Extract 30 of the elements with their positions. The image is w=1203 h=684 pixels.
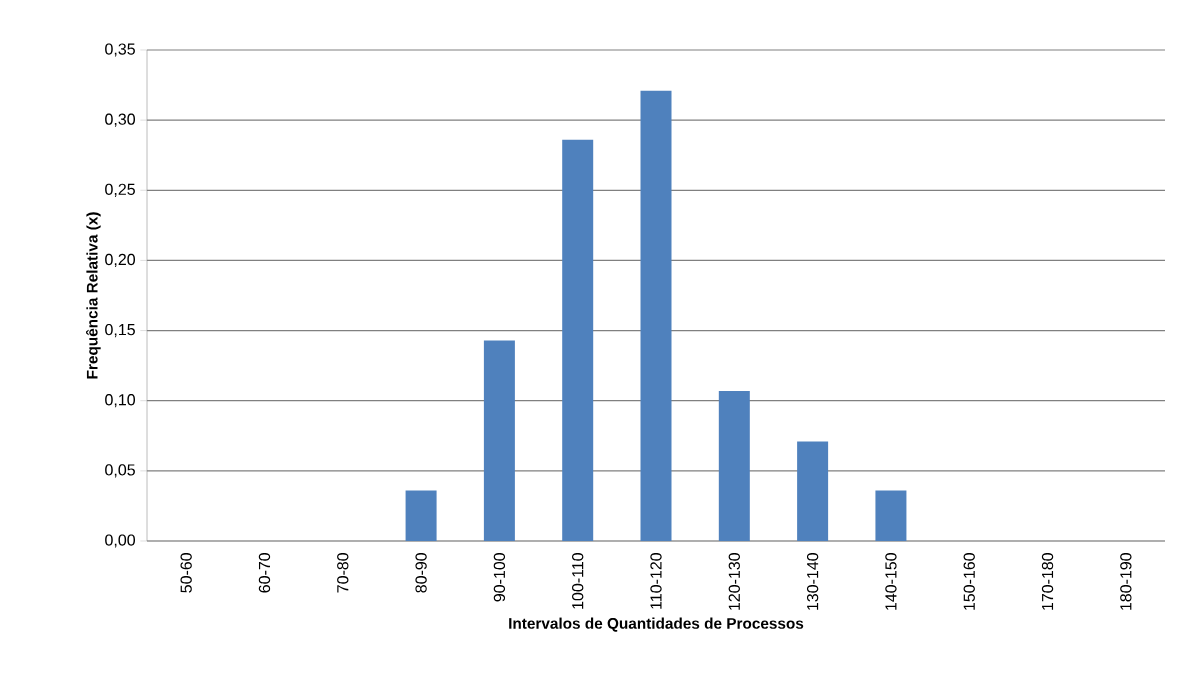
bar <box>797 441 829 541</box>
x-tick-label: 130-140 <box>806 553 819 610</box>
x-tick-label: 60-70 <box>258 552 271 593</box>
bar <box>875 490 907 541</box>
x-tick-label: 180-190 <box>1120 553 1132 610</box>
bar <box>640 90 672 541</box>
y-tick-label: 0,30 <box>105 113 136 127</box>
bar <box>718 390 750 541</box>
x-tick-label: 140-150 <box>885 553 897 610</box>
bar <box>562 139 594 541</box>
x-tick-label: 120-130 <box>728 553 740 610</box>
x-tick-label: 50-60 <box>180 552 192 593</box>
y-axis-title: Frequência Relativa (x) <box>86 212 101 379</box>
y-tick-label: 0,25 <box>105 183 135 197</box>
y-tick-label: 0,05 <box>105 464 135 478</box>
y-tick-label: 0,20 <box>105 253 136 268</box>
x-tick-label: 90-100 <box>493 552 506 602</box>
x-tick-label: 80-90 <box>415 552 427 593</box>
y-tick-label: 0,15 <box>105 323 135 338</box>
x-tick-label: 70-80 <box>337 552 349 593</box>
bar <box>405 490 437 541</box>
x-tick-label: 170-180 <box>1041 553 1054 610</box>
y-tick-label: 0,35 <box>105 43 135 57</box>
x-tick-label: 100-110 <box>572 552 584 609</box>
y-tick-label: 0,10 <box>105 394 136 408</box>
y-tick-label: 0,00 <box>105 534 136 548</box>
bar <box>483 340 515 541</box>
x-tick-label: 110-120 <box>650 552 662 609</box>
x-tick-label: 150-160 <box>963 553 975 610</box>
x-axis-title: Intervalos de Quantidades de Processos <box>509 617 804 632</box>
